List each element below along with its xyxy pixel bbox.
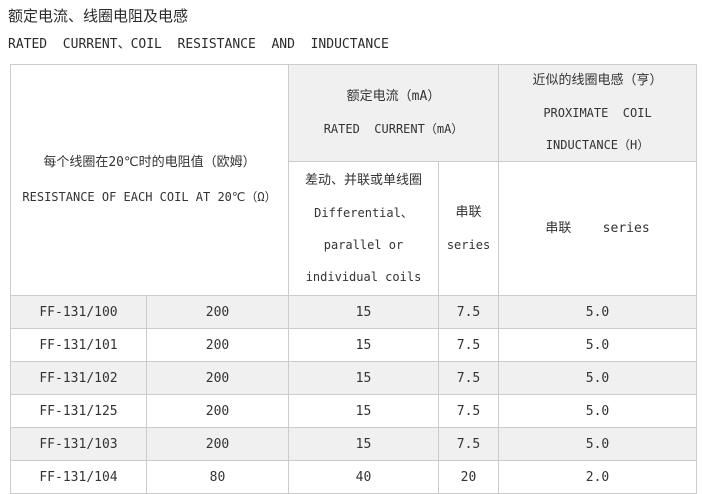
cell-model: FF-131/100 — [10, 295, 147, 329]
cell-inductance: 5.0 — [498, 295, 698, 329]
subheader-differential-cn: 差动、并联或单线圈 — [304, 172, 422, 188]
subheader-differential-en-line2: parallel or — [323, 237, 404, 252]
subheader-differential-en-line1: Differential、 — [314, 205, 413, 220]
subheader-differential-cell: 差动、并联或单线圈 Differential、 parallel or indi… — [288, 161, 439, 296]
cell-diff-current: 15 — [288, 394, 439, 428]
cell-model: FF-131/102 — [10, 361, 147, 395]
table-row: FF-131/103 200 15 7.5 5.0 — [10, 427, 698, 461]
cell-series-current: 7.5 — [437, 361, 500, 395]
cell-model: FF-131/101 — [10, 328, 147, 362]
cell-model: FF-131/125 — [10, 394, 147, 428]
subheader-series-en: series — [446, 237, 491, 252]
page-title: 额定电流、线圈电阻及电感 — [8, 7, 189, 25]
table-row: FF-131/100 200 15 7.5 5.0 — [10, 295, 698, 329]
cell-resistance: 200 — [146, 394, 289, 428]
cell-model: FF-131/103 — [10, 427, 147, 461]
cell-diff-current: 15 — [288, 361, 439, 395]
subheader-differential-en-line3: individual coils — [305, 269, 422, 284]
cell-series-current: 7.5 — [437, 328, 500, 362]
subheader-series-cell: 串联 series — [437, 161, 500, 296]
header-resistance-cn: 每个线圈在20℃时的电阻值（欧姆） — [43, 155, 256, 170]
cell-inductance: 5.0 — [498, 328, 698, 362]
subheader-series-right-cell: 串联 series — [498, 161, 698, 296]
header-resistance-en: RESISTANCE OF EACH COIL AT 20℃（Ω） — [22, 190, 277, 204]
cell-inductance: 2.0 — [498, 460, 698, 494]
table-row: FF-131/125 200 15 7.5 5.0 — [10, 394, 698, 428]
page-subtitle: RATED CURRENT、COIL RESISTANCE AND INDUCT… — [8, 37, 389, 52]
table-row: FF-131/101 200 15 7.5 5.0 — [10, 328, 698, 362]
cell-series-current: 7.5 — [437, 295, 500, 329]
coil-spec-table: 每个线圈在20℃时的电阻值（欧姆） RESISTANCE OF EACH COI… — [10, 64, 698, 494]
cell-resistance: 200 — [146, 361, 289, 395]
header-inductance-cn: 近似的线圈电感（亨） — [532, 73, 663, 88]
cell-series-current: 20 — [437, 460, 500, 494]
header-inductance-en-line1: PROXIMATE COIL — [543, 106, 652, 120]
header-inductance-en-line2: INDUCTANCE（H） — [545, 138, 650, 152]
cell-resistance: 200 — [146, 427, 289, 461]
table-row: FF-131/104 80 40 20 2.0 — [10, 460, 698, 494]
header-rated-current-cell: 额定电流（mA） RATED CURRENT（mA） — [287, 64, 500, 162]
cell-inductance: 5.0 — [498, 427, 698, 461]
cell-model: FF-131/104 — [10, 460, 147, 494]
header-resistance-cell: 每个线圈在20℃时的电阻值（欧姆） RESISTANCE OF EACH COI… — [10, 64, 289, 296]
cell-resistance: 80 — [146, 460, 289, 494]
cell-resistance: 200 — [146, 295, 289, 329]
subheader-series-cn: 串联 — [455, 204, 482, 220]
cell-resistance: 200 — [146, 328, 289, 362]
cell-series-current: 7.5 — [437, 427, 500, 461]
cell-diff-current: 40 — [288, 460, 439, 494]
cell-series-current: 7.5 — [437, 394, 500, 428]
cell-diff-current: 15 — [288, 427, 439, 461]
cell-diff-current: 15 — [288, 328, 439, 362]
cell-inductance: 5.0 — [498, 394, 698, 428]
table-row: FF-131/102 200 15 7.5 5.0 — [10, 361, 698, 395]
header-rated-current-en: RATED CURRENT（mA） — [323, 122, 464, 136]
header-rated-current-cn: 额定电流（mA） — [346, 89, 441, 104]
header-inductance-cell: 近似的线圈电感（亨） PROXIMATE COIL INDUCTANCE（H） — [498, 64, 698, 162]
cell-diff-current: 15 — [288, 295, 439, 329]
subheader-series-right-label: 串联 series — [545, 220, 650, 236]
cell-inductance: 5.0 — [498, 361, 698, 395]
